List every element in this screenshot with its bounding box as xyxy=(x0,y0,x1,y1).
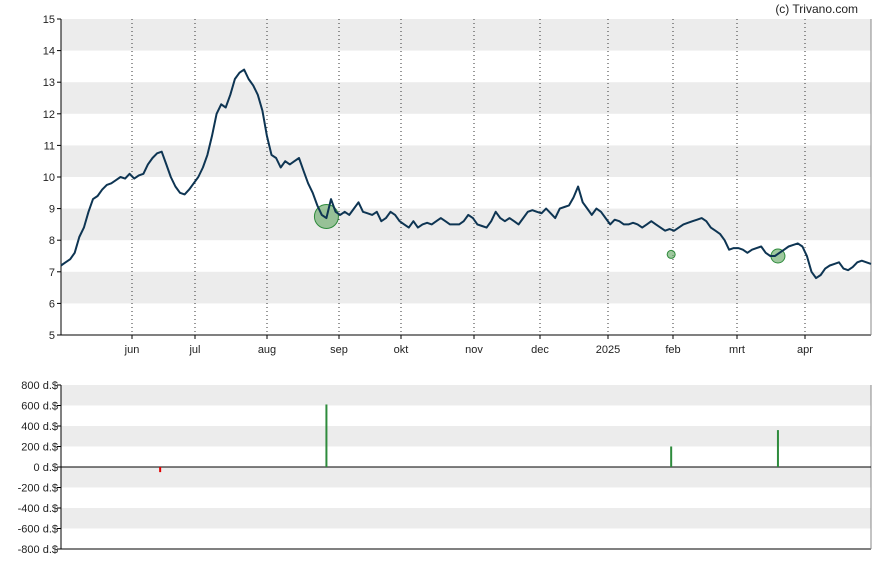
price-series-line xyxy=(60,68,872,280)
volume-band xyxy=(61,385,871,406)
volume-tick-label: -400 d.$ xyxy=(18,503,58,515)
volume-tick-label: 600 d.$ xyxy=(21,401,58,413)
volume-band xyxy=(61,467,871,488)
price-x-ticks: jun jul aug sep okt nov dec 2025 feb mrt apr xyxy=(124,335,813,356)
x-tick-label: nov xyxy=(465,344,483,356)
y-tick-label: 5 xyxy=(49,330,55,342)
volume-band xyxy=(61,426,871,447)
x-tick-label: feb xyxy=(665,344,680,356)
y-tick-label: 15 xyxy=(43,14,55,26)
y-tick-label: 9 xyxy=(49,204,55,216)
volume-tick-label: -600 d.$ xyxy=(18,524,58,536)
price-band xyxy=(61,208,871,241)
price-band xyxy=(61,82,871,114)
price-band xyxy=(61,271,871,304)
y-tick-label: 13 xyxy=(43,77,55,89)
event-marker xyxy=(666,249,676,259)
volume-y-ticks: 800 d.$ 600 d.$ 400 d.$ 200 d.$ 0 d.$ -200 d.… xyxy=(18,380,61,556)
x-tick-label: 2025 xyxy=(596,344,620,356)
volume-bar xyxy=(325,404,328,467)
volume-tick-label: -800 d.$ xyxy=(18,544,58,556)
volume-tick-label: 800 d.$ xyxy=(21,380,58,392)
y-tick-label: 6 xyxy=(49,298,55,310)
x-tick-label: aug xyxy=(258,344,276,356)
volume-bands xyxy=(61,385,871,529)
price-band xyxy=(61,19,871,51)
volume-tick-label: 200 d.$ xyxy=(21,442,58,454)
price-band xyxy=(61,145,871,177)
y-tick-label: 8 xyxy=(49,235,55,247)
x-tick-label: okt xyxy=(394,344,409,356)
volume-tick-label: 400 d.$ xyxy=(21,421,58,433)
volume-bar xyxy=(159,467,162,473)
volume-bar xyxy=(670,446,673,467)
x-tick-label: apr xyxy=(797,344,813,356)
x-tick-label: mrt xyxy=(729,344,745,356)
x-tick-label: sep xyxy=(330,344,348,356)
volume-band xyxy=(61,508,871,529)
volume-bar xyxy=(776,430,779,467)
price-vertical-grid xyxy=(131,19,806,335)
y-tick-label: 12 xyxy=(43,109,55,121)
price-y-ticks: 5 6 7 8 9 10 11 12 13 14 15 xyxy=(43,14,61,342)
y-tick-label: 10 xyxy=(43,172,55,184)
credit-label: (c) Trivano.com xyxy=(775,2,858,16)
volume-tick-label: -200 d.$ xyxy=(18,483,58,495)
x-tick-label: dec xyxy=(531,344,549,356)
x-tick-label: jun xyxy=(124,344,140,356)
y-tick-label: 11 xyxy=(44,140,55,152)
x-tick-label: jul xyxy=(188,344,200,356)
volume-bars xyxy=(159,404,779,473)
y-tick-label: 14 xyxy=(43,46,55,58)
y-tick-label: 7 xyxy=(49,267,55,279)
price-bands xyxy=(61,19,871,304)
volume-tick-label: 0 d.$ xyxy=(34,462,58,474)
